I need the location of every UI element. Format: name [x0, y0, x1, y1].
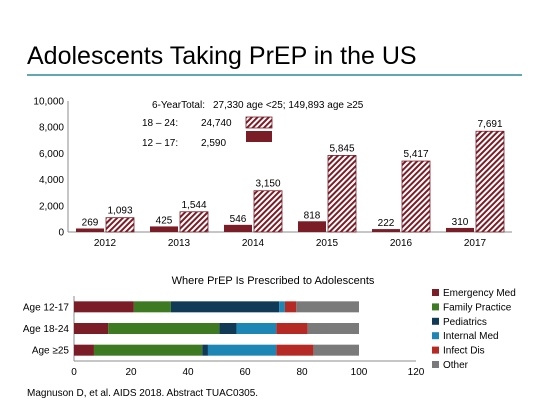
bar-age-12-17 [446, 227, 474, 232]
legend-value-12-17: 2,590 [201, 138, 226, 149]
bar-age-12-17 [76, 228, 104, 232]
y-tick-label: 4,000 [39, 175, 64, 186]
legend-label: Infect Dis [443, 346, 485, 357]
bar-value-label: 1,093 [107, 206, 132, 217]
legend-swatch [432, 303, 439, 311]
legend-swatch-solid [246, 131, 272, 142]
x-tick-label: 120 [408, 367, 425, 378]
x-tick-label: 2013 [168, 238, 191, 249]
stacked-segment-other [307, 323, 359, 334]
stacked-segment-pediatrics [202, 344, 208, 356]
stacked-segment-internal-med [279, 301, 285, 313]
x-tick-label: 60 [239, 367, 251, 378]
stacked-segment-emergency-med [74, 323, 109, 334]
slide-title: Adolescents Taking PrEP in the US [27, 42, 417, 70]
y-tick-label: 2,000 [39, 201, 64, 212]
bar-age-12-17 [372, 229, 400, 232]
legend-label: Internal Med [443, 331, 499, 342]
legend-swatch [432, 317, 439, 325]
adolescent-prep-bar-chart: 0 2,000 4,000 6,000 8,000 10,000 2012 269 1,093 2… [33, 97, 512, 249]
stacked-segment-internal-med [236, 323, 277, 334]
x-tick-label: 2015 [316, 238, 339, 249]
stacked-segment-family-practice [93, 344, 203, 356]
stacked-segment-other [313, 344, 359, 356]
x-tick-label: 2014 [242, 238, 265, 249]
legend-swatch [432, 332, 439, 340]
bar-value-label: 7,691 [477, 119, 502, 130]
y-tick-label: 8,000 [39, 123, 64, 134]
category-label: Age 18-24 [23, 324, 70, 335]
bar-value-label: 310 [452, 217, 469, 228]
stacked-segment-pediatrics [219, 323, 237, 334]
bar-value-label: 3,150 [255, 179, 280, 190]
bar-value-label: 425 [156, 215, 173, 226]
bar-age-18-24 [401, 160, 431, 233]
x-tick-label: 0 [71, 367, 77, 378]
bar-value-label: 5,845 [329, 143, 354, 154]
stacked-chart-title: Where PrEP Is Prescribed to Adolescents [172, 275, 375, 287]
bar-value-label: 546 [230, 214, 247, 225]
stacked-segment-internal-med [207, 344, 277, 356]
y-tick-label: 0 [58, 228, 64, 239]
legend-label: Emergency Med [443, 288, 516, 299]
legend-swatch-hatched [245, 116, 273, 129]
legend-label: Pediatrics [443, 317, 487, 328]
legend-swatch [432, 289, 439, 296]
legend-swatch [432, 361, 439, 368]
stacked-segment-pediatrics [170, 301, 280, 313]
category-label: Age 12-17 [23, 302, 70, 313]
bar-age-18-24 [179, 211, 209, 233]
legend-label-12-17: 12 – 17: [142, 138, 178, 149]
stacked-segment-infect-dis [284, 301, 297, 313]
legend-value-18-24: 24,740 [201, 118, 232, 129]
x-tick-label: 100 [351, 367, 368, 378]
total-text: 27,330 age <25; 149,893 age ≥25 [213, 100, 364, 111]
x-tick-label: 2017 [464, 238, 487, 249]
bar-age-18-24 [253, 190, 283, 233]
legend-label-18-24: 18 – 24: [142, 118, 178, 129]
legend-swatch [432, 346, 439, 354]
bar-age-18-24 [105, 217, 135, 233]
legend-label: Other [443, 360, 469, 371]
bar-value-label: 818 [304, 210, 321, 221]
stacked-segment-family-practice [133, 301, 171, 313]
y-tick-label: 6,000 [39, 149, 64, 160]
stacked-segment-infect-dis [276, 323, 308, 334]
x-tick-label: 2012 [94, 238, 117, 249]
stacked-segment-other [296, 301, 359, 313]
legend-label: Family Practice [443, 302, 512, 313]
x-tick-label: 80 [296, 367, 308, 378]
y-tick-label: 10,000 [33, 97, 64, 108]
bar-value-label: 269 [82, 217, 99, 228]
total-prefix: 6-YearTotal: [152, 100, 205, 111]
stacked-segment-emergency-med [74, 344, 94, 356]
bar-age-18-24 [327, 155, 357, 233]
bar-value-label: 5,417 [403, 149, 428, 160]
bar-value-label: 1,544 [181, 200, 206, 211]
prescriber-stacked-bar-chart: Where PrEP Is Prescribed to Adolescents 0… [23, 275, 516, 378]
stacked-segment-family-practice [108, 323, 220, 334]
x-tick-label: 20 [125, 367, 137, 378]
bar-age-12-17 [224, 224, 252, 232]
x-tick-label: 40 [182, 367, 194, 378]
bar-age-12-17 [150, 226, 178, 232]
stacked-segment-infect-dis [276, 344, 314, 356]
citation: Magnuson D, et al. AIDS 2018. Abstract T… [27, 388, 258, 399]
category-label: Age ≥25 [32, 346, 70, 357]
bar-age-12-17 [298, 221, 326, 232]
stacked-segment-emergency-med [74, 301, 134, 313]
x-tick-label: 2016 [390, 238, 413, 249]
bar-age-18-24 [475, 130, 505, 233]
bar-value-label: 222 [378, 218, 395, 229]
